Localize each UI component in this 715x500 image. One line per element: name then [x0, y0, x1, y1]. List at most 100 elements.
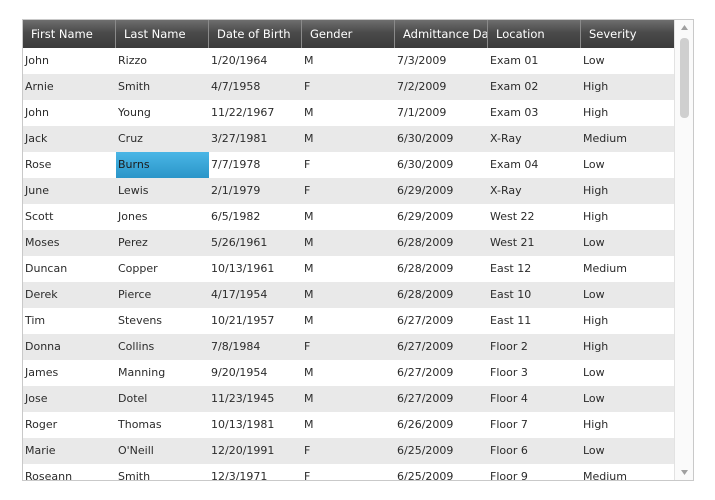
table-cell[interactable]: 6/28/2009 — [397, 236, 454, 249]
table-cell[interactable]: John — [25, 54, 49, 67]
table-row[interactable]: Arnie Smith 4/7/1958 F 7/2/2009 Exam 02 High — [23, 74, 674, 100]
table-row[interactable]: John Rizzo 1/20/1964 M 7/3/2009 Exam 01 Low — [23, 48, 674, 74]
table-cell[interactable]: M — [304, 392, 314, 405]
table-cell[interactable]: 6/27/2009 — [397, 314, 454, 327]
selected-table-cell[interactable]: Burns — [116, 152, 209, 178]
table-row[interactable]: Roger Thomas 10/13/1981 M 6/26/2009 Floor 7 Hi… — [23, 412, 674, 438]
table-cell[interactable]: Copper — [118, 262, 158, 275]
table-cell[interactable]: 4/17/1954 — [211, 288, 268, 301]
table-cell[interactable]: F — [304, 340, 311, 353]
table-cell[interactable]: Tim — [25, 314, 46, 327]
table-cell[interactable]: West 22 — [490, 210, 535, 223]
table-cell[interactable]: Pierce — [118, 288, 152, 301]
table-cell[interactable]: Medium — [583, 262, 627, 275]
table-cell[interactable]: Stevens — [118, 314, 163, 327]
table-cell[interactable]: Perez — [118, 236, 148, 249]
column-header[interactable]: Admittance Da — [395, 20, 488, 48]
table-cell[interactable]: 7/8/1984 — [211, 340, 261, 353]
table-row[interactable]: James Manning 9/20/1954 M 6/27/2009 Floor 3 Lo… — [23, 360, 674, 386]
scroll-up-arrow-icon[interactable] — [675, 20, 694, 36]
table-cell[interactable]: East 10 — [490, 288, 532, 301]
table-cell[interactable]: Floor 3 — [490, 366, 528, 379]
table-cell[interactable]: Jack — [25, 132, 48, 145]
table-row[interactable]: Donna Collins 7/8/1984 F 6/27/2009 Floor 2 Hig… — [23, 334, 674, 360]
table-cell[interactable]: F — [304, 184, 311, 197]
table-cell[interactable]: 7/3/2009 — [397, 54, 447, 67]
patients-data-grid[interactable]: First Name Last Name Date of Birth Gender Ad… — [22, 19, 694, 481]
table-cell[interactable]: 6/25/2009 — [397, 444, 454, 457]
table-cell[interactable]: 6/25/2009 — [397, 470, 454, 481]
table-cell[interactable]: M — [304, 418, 314, 431]
table-cell[interactable]: 6/26/2009 — [397, 418, 454, 431]
table-cell[interactable]: Exam 02 — [490, 80, 539, 93]
table-cell[interactable]: East 11 — [490, 314, 532, 327]
table-cell[interactable]: 7/2/2009 — [397, 80, 447, 93]
table-cell[interactable]: M — [304, 262, 314, 275]
table-cell[interactable]: Floor 4 — [490, 392, 528, 405]
table-row[interactable]: Derek Pierce 4/17/1954 M 6/28/2009 East 10 Low — [23, 282, 674, 308]
table-cell[interactable]: Roger — [25, 418, 58, 431]
table-cell[interactable]: F — [304, 158, 311, 171]
table-cell[interactable]: Dotel — [118, 392, 148, 405]
table-cell[interactable]: East 12 — [490, 262, 532, 275]
column-header[interactable]: Location — [488, 20, 581, 48]
table-cell[interactable]: 6/29/2009 — [397, 210, 454, 223]
table-cell[interactable]: M — [304, 366, 314, 379]
table-row[interactable]: Scott Jones 6/5/1982 M 6/29/2009 West 22 High — [23, 204, 674, 230]
table-cell[interactable]: 12/3/1971 — [211, 470, 268, 481]
table-row[interactable]: Roseann Smith 12/3/1971 F 6/25/2009 Floor 9 Me… — [23, 464, 674, 481]
table-cell[interactable]: Derek — [25, 288, 58, 301]
table-cell[interactable]: Low — [583, 444, 605, 457]
table-cell[interactable]: 6/28/2009 — [397, 288, 454, 301]
table-cell[interactable]: Exam 03 — [490, 106, 539, 119]
table-cell[interactable]: 7/1/2009 — [397, 106, 447, 119]
table-cell[interactable]: Low — [583, 54, 605, 67]
table-cell[interactable]: Smith — [118, 470, 151, 481]
table-cell[interactable]: Marie — [25, 444, 56, 457]
table-cell[interactable]: Floor 7 — [490, 418, 528, 431]
table-cell[interactable]: High — [583, 184, 609, 197]
table-cell[interactable]: 3/27/1981 — [211, 132, 268, 145]
table-cell[interactable]: High — [583, 418, 609, 431]
table-cell[interactable]: High — [583, 314, 609, 327]
table-cell[interactable]: 5/26/1961 — [211, 236, 268, 249]
table-cell[interactable]: Smith — [118, 80, 151, 93]
table-cell[interactable]: Floor 2 — [490, 340, 528, 353]
scroll-down-arrow-icon[interactable] — [675, 464, 694, 480]
table-cell[interactable]: 12/20/1991 — [211, 444, 275, 457]
table-cell[interactable]: Floor 9 — [490, 470, 528, 481]
table-cell[interactable]: John — [25, 106, 49, 119]
table-cell[interactable]: Thomas — [118, 418, 162, 431]
table-cell[interactable]: Low — [583, 158, 605, 171]
table-cell[interactable]: 6/29/2009 — [397, 184, 454, 197]
table-cell[interactable]: 10/13/1961 — [211, 262, 275, 275]
vertical-scrollbar[interactable] — [674, 20, 694, 480]
table-cell[interactable]: Roseann — [25, 470, 73, 481]
table-row[interactable]: Moses Perez 5/26/1961 M 6/28/2009 West 21 Low — [23, 230, 674, 256]
table-cell[interactable]: Jose — [25, 392, 48, 405]
table-cell[interactable]: 4/7/1958 — [211, 80, 261, 93]
table-cell[interactable]: 10/13/1981 — [211, 418, 275, 431]
table-cell[interactable]: Medium — [583, 470, 627, 481]
table-cell[interactable]: Low — [583, 288, 605, 301]
table-cell[interactable]: M — [304, 54, 314, 67]
table-cell[interactable]: Exam 01 — [490, 54, 539, 67]
table-cell[interactable]: 1/20/1964 — [211, 54, 268, 67]
table-cell[interactable]: F — [304, 444, 311, 457]
table-cell[interactable]: 10/21/1957 — [211, 314, 275, 327]
table-cell[interactable]: West 21 — [490, 236, 535, 249]
table-cell[interactable]: 6/30/2009 — [397, 158, 454, 171]
table-cell[interactable]: M — [304, 236, 314, 249]
table-cell[interactable]: 6/27/2009 — [397, 366, 454, 379]
table-cell[interactable]: Duncan — [25, 262, 68, 275]
table-cell[interactable]: Low — [583, 366, 605, 379]
table-cell[interactable]: Medium — [583, 132, 627, 145]
table-cell[interactable]: Lewis — [118, 184, 149, 197]
table-cell[interactable]: Jones — [118, 210, 148, 223]
table-cell[interactable]: High — [583, 340, 609, 353]
column-header[interactable]: First Name — [23, 20, 116, 48]
table-cell[interactable]: Donna — [25, 340, 61, 353]
column-header[interactable]: Gender — [302, 20, 395, 48]
column-header[interactable]: Date of Birth — [209, 20, 302, 48]
table-cell[interactable]: 11/23/1945 — [211, 392, 275, 405]
